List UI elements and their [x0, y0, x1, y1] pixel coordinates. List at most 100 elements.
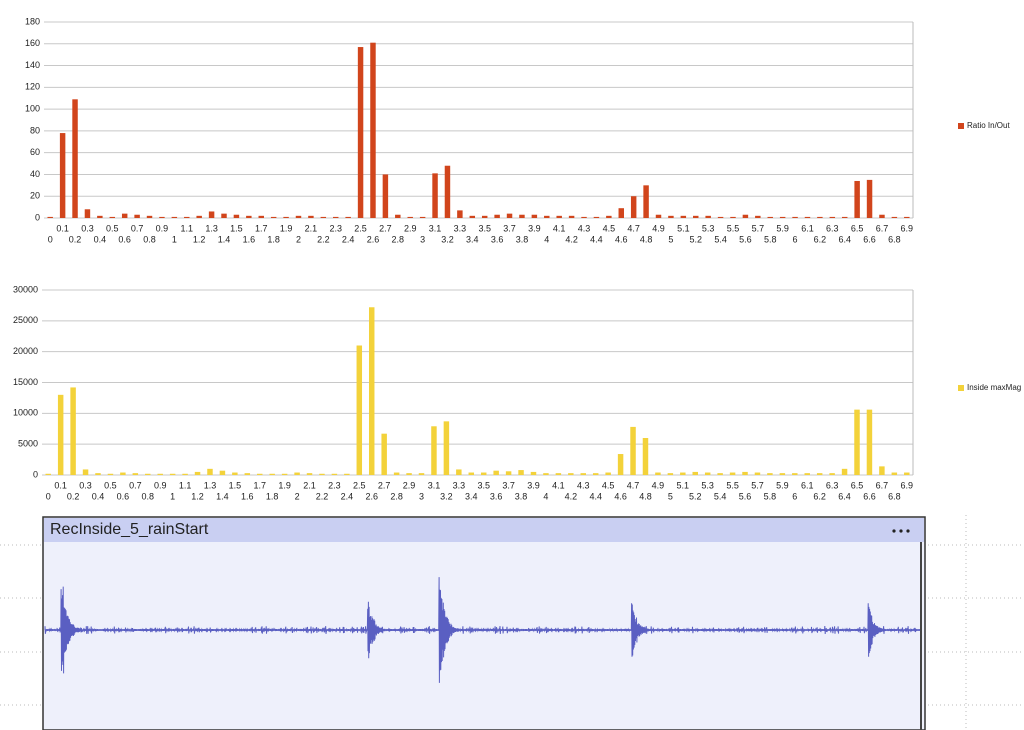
bar	[194, 471, 201, 475]
bar	[655, 214, 662, 218]
x-tick-label: 2.8	[390, 491, 403, 501]
bar	[816, 473, 823, 475]
bar	[169, 473, 176, 475]
bar	[792, 473, 798, 475]
x-tick-label: 5.2	[689, 491, 702, 501]
x-tick-label: 1.8	[267, 234, 280, 244]
x-tick-label: 2.9	[403, 480, 416, 490]
y-tick-label: 0	[35, 212, 40, 222]
x-tick-label: 1.4	[216, 491, 229, 501]
x-tick-label: 1.5	[230, 223, 243, 233]
x-tick-label: 4.5	[603, 223, 616, 233]
x-tick-label: 6.4	[838, 234, 851, 244]
bar	[145, 473, 151, 475]
bar	[518, 470, 524, 475]
y-tick-label: 15000	[13, 377, 38, 387]
bar	[530, 471, 537, 475]
bar	[331, 473, 338, 475]
x-tick-label: 1.6	[243, 234, 256, 244]
bar	[283, 216, 289, 218]
bar	[668, 215, 674, 218]
bar	[246, 215, 252, 218]
y-tick-label: 60	[30, 147, 40, 157]
x-tick-label: 6.5	[851, 480, 864, 490]
x-tick-label: 3.3	[453, 480, 466, 490]
x-tick-label: 4.7	[627, 480, 640, 490]
x-tick-label: 4.3	[577, 480, 590, 490]
bar	[281, 473, 288, 475]
x-tick-label: 3.2	[441, 234, 454, 244]
x-tick-label: 5.5	[727, 223, 740, 233]
x-tick-label: 1	[172, 234, 177, 244]
bar	[841, 216, 848, 218]
bar	[704, 472, 711, 475]
x-tick-label: 6.7	[876, 480, 889, 490]
bar	[219, 470, 226, 475]
bar	[481, 215, 488, 218]
bar	[531, 214, 538, 218]
bar	[333, 216, 339, 218]
panel-header	[44, 518, 924, 542]
bar	[207, 468, 213, 475]
x-tick-label: 4	[544, 234, 549, 244]
bar	[82, 469, 89, 475]
x-tick-label: 5.5	[726, 480, 739, 490]
x-tick-label: 2.1	[305, 223, 318, 233]
bar	[829, 473, 835, 475]
bar	[182, 473, 188, 475]
bar	[630, 196, 637, 218]
x-tick-label: 3.9	[528, 223, 541, 233]
bar	[319, 473, 325, 475]
x-tick-label: 0.2	[67, 491, 80, 501]
x-tick-label: 6.1	[801, 223, 814, 233]
bar	[755, 215, 761, 218]
bar	[779, 473, 786, 475]
x-tick-label: 4.7	[627, 223, 640, 233]
x-tick-label: 2	[295, 491, 300, 501]
x-tick-label: 3.6	[491, 234, 504, 244]
bar	[45, 473, 51, 475]
bar	[257, 473, 263, 475]
y-tick-label: 140	[25, 60, 40, 70]
bar	[555, 473, 562, 475]
x-tick-label: 2.4	[341, 491, 354, 501]
bar	[792, 216, 798, 218]
x-tick-label: 3.1	[428, 480, 441, 490]
x-tick-label: 3.1	[429, 223, 442, 233]
x-tick-label: 0.5	[104, 480, 117, 490]
y-tick-label: 5000	[18, 439, 38, 449]
x-tick-label: 4.6	[615, 234, 628, 244]
bar	[729, 472, 736, 475]
x-tick-label: 4.9	[652, 480, 665, 490]
bar	[320, 216, 327, 218]
bar	[592, 473, 599, 475]
bar	[306, 473, 313, 475]
bar	[72, 99, 78, 218]
x-tick-label: 0.9	[156, 223, 169, 233]
bar	[232, 472, 238, 475]
bar	[258, 215, 264, 218]
bar	[854, 409, 860, 475]
bar	[444, 165, 451, 218]
bar	[866, 409, 873, 475]
bar	[107, 473, 114, 475]
x-tick-label: 6.7	[876, 223, 889, 233]
x-tick-label: 4.8	[639, 491, 652, 501]
bar	[866, 179, 873, 218]
x-tick-label: 5.8	[764, 234, 777, 244]
menu-icon[interactable]	[892, 529, 910, 533]
x-tick-label: 0.8	[143, 234, 156, 244]
x-tick-label: 5.7	[751, 480, 764, 490]
bar	[345, 216, 351, 218]
bar	[356, 345, 363, 475]
x-tick-label: 1.9	[278, 480, 291, 490]
bar	[667, 473, 674, 475]
bar	[294, 472, 300, 475]
bar	[196, 215, 202, 218]
x-tick-label: 0.5	[106, 223, 119, 233]
bar	[97, 215, 103, 218]
x-tick-label: 1.7	[253, 480, 266, 490]
bar	[208, 211, 215, 218]
bar	[431, 426, 437, 475]
x-tick-label: 4.1	[552, 480, 565, 490]
